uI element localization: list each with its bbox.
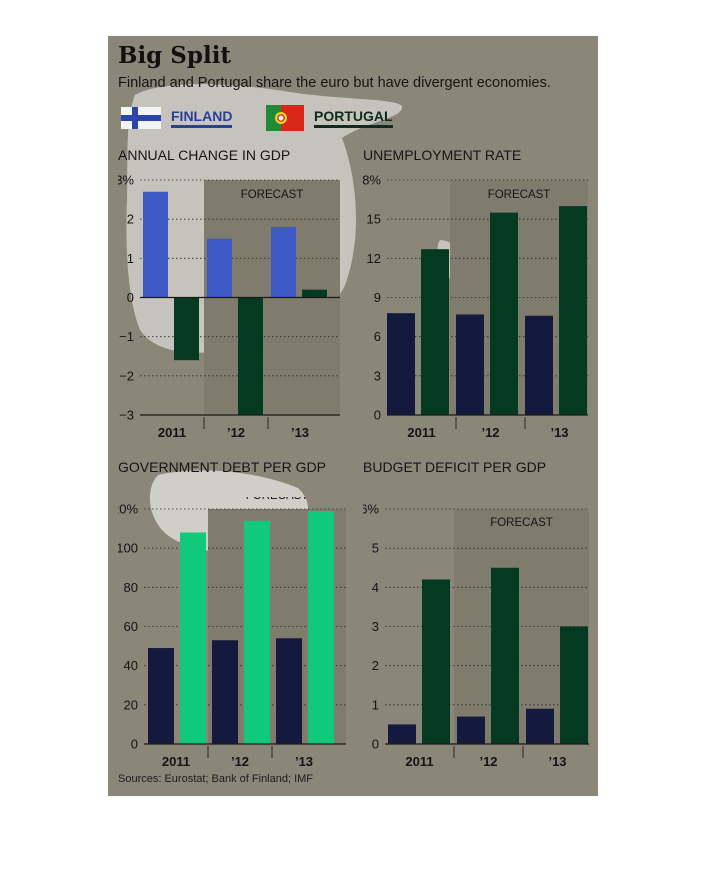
y-tick-label: 3	[372, 619, 379, 634]
y-tick-label: 0	[131, 737, 138, 752]
chart-title-debt: GOVERNMENT DEBT PER GDP	[118, 459, 326, 475]
y-tick-label: 0	[127, 290, 134, 305]
x-tick-label: ’13	[291, 425, 309, 440]
bar-finland-2	[271, 227, 296, 298]
legend-item-portugal: PORTUGAL	[266, 104, 393, 132]
x-tick-label: ’13	[295, 754, 313, 769]
x-tick-label: ’12	[231, 754, 249, 769]
bar-finland-1	[207, 238, 232, 298]
y-tick-label: 3%	[118, 173, 134, 188]
bar-portugal-1	[490, 212, 518, 415]
x-tick-label: ’12	[481, 425, 499, 440]
y-tick-label: 100	[118, 541, 138, 556]
bar-portugal-2	[560, 626, 588, 744]
y-tick-label: 80	[124, 580, 138, 595]
y-tick-label: 0	[374, 408, 381, 423]
bar-finland-0	[387, 313, 415, 415]
y-tick-label: 6%	[363, 502, 379, 517]
legend-label-portugal: PORTUGAL	[314, 108, 393, 128]
sources-note: Sources: Eurostat; Bank of Finland; IMF	[118, 773, 314, 785]
y-tick-label: 4	[372, 580, 379, 595]
bar-finland-0	[143, 191, 168, 298]
chart-title-unemployment: UNEMPLOYMENT RATE	[363, 147, 522, 163]
y-tick-label: 15	[367, 212, 381, 227]
chart-title-gdp: ANNUAL CHANGE IN GDP	[118, 147, 291, 163]
forecast-label: FORECAST	[490, 517, 553, 529]
y-tick-label: −2	[119, 368, 134, 383]
bar-portugal-0	[174, 297, 199, 361]
x-tick-label: 2011	[162, 754, 190, 769]
bar-portugal-0	[422, 579, 450, 744]
bar-finland-0	[148, 648, 174, 744]
bar-portugal-1	[238, 297, 263, 415]
x-tick-label: ’13	[550, 425, 568, 440]
y-tick-label: 1	[127, 251, 134, 266]
y-tick-label: 1	[372, 697, 379, 712]
bar-finland-0	[388, 724, 416, 744]
bar-portugal-2	[559, 206, 587, 415]
chart-gdp-change: −3 −2 −1 0 1 2 3% FORECAST 2011 ’12 ’13	[118, 173, 340, 440]
chart-budget-deficit: 0 1 2 3 4 5 6% FORECAST 2011 ’12 ’13	[363, 502, 589, 769]
y-tick-label: 3	[374, 368, 381, 383]
forecast-label: FORECAST	[241, 189, 304, 201]
forecast-label: FORECAST	[246, 497, 309, 502]
y-tick-label: 40	[124, 658, 138, 673]
bar-portugal-1	[244, 520, 270, 744]
y-tick-label: 20	[124, 697, 138, 712]
bar-finland-2	[526, 708, 554, 744]
bar-finland-1	[212, 640, 238, 744]
x-tick-label: ’12	[479, 754, 497, 769]
y-tick-label: 18%	[363, 173, 381, 188]
legend-label-finland: FINLAND	[171, 108, 233, 128]
legend-item-finland: FINLAND	[121, 104, 233, 132]
chart-government-debt: 0 20 40 60 80 100 120% FORECAST 2011 ’12 ’13	[118, 497, 346, 769]
y-tick-label: 6	[374, 329, 381, 344]
y-tick-label: 60	[124, 619, 138, 634]
y-tick-label: 120%	[118, 502, 138, 517]
chart-title-deficit: BUDGET DEFICIT PER GDP	[363, 459, 547, 475]
bar-finland-1	[457, 716, 485, 744]
x-tick-label: 2011	[407, 425, 435, 440]
y-tick-label: 12	[367, 251, 381, 266]
forecast-label: FORECAST	[488, 189, 551, 201]
bar-portugal-0	[421, 249, 449, 415]
y-tick-label: 5	[372, 541, 379, 556]
y-tick-label: −1	[119, 329, 134, 344]
portugal-flag-icon	[266, 105, 304, 131]
y-tick-label: 9	[374, 290, 381, 305]
graphic-subtitle: Finland and Portugal share the euro but …	[118, 75, 551, 91]
graphic-title: Big Split	[118, 42, 232, 69]
x-tick-label: 2011	[158, 425, 186, 440]
finland-flag-icon	[121, 107, 161, 129]
bar-finland-2	[525, 315, 553, 415]
y-tick-label: 0	[372, 737, 379, 752]
x-tick-label: ’12	[227, 425, 245, 440]
x-tick-label: 2011	[405, 754, 433, 769]
bar-portugal-2	[302, 289, 327, 298]
bar-finland-2	[276, 638, 302, 744]
y-tick-label: 2	[127, 212, 134, 227]
bar-portugal-2	[308, 510, 334, 744]
chart-unemployment-rate: 0 3 6 9 12 15 18% FORECAST 2011 ’12 ’13	[363, 173, 588, 440]
y-tick-label: 2	[372, 658, 379, 673]
y-tick-label: −3	[119, 408, 134, 423]
bar-finland-1	[456, 314, 484, 415]
bar-portugal-0	[180, 532, 206, 744]
x-tick-label: ’13	[548, 754, 566, 769]
bar-portugal-1	[491, 567, 519, 744]
